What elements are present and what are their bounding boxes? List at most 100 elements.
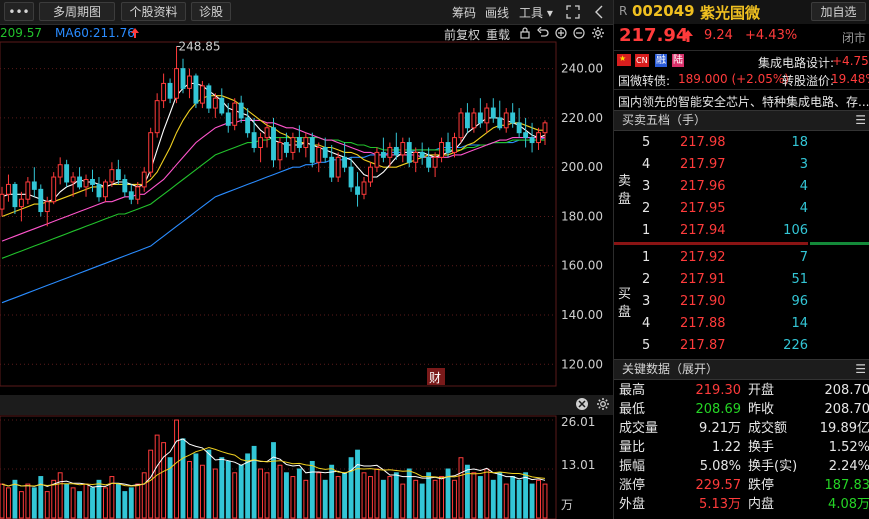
volume-unit: 万 [561, 498, 573, 512]
candle-body [212, 97, 218, 109]
sell-row[interactable]: 1 217.94 106 [614, 220, 869, 242]
zoom-out-icon[interactable] [573, 27, 585, 39]
kline-chart[interactable]: 240.00 220.00 200.00 180.00 160.00 140.00 120.… [0, 40, 613, 519]
multi-period-button[interactable]: 多周期图 [39, 2, 115, 21]
price-tick: 220.00 [561, 111, 603, 125]
forward-adjust-link[interactable]: 前复权 [444, 28, 481, 42]
diagnose-button[interactable]: 诊股 [191, 2, 231, 21]
order-price: 217.96 [680, 179, 726, 194]
sell-row[interactable]: 4 217.97 3 [614, 154, 869, 176]
candle-body [516, 122, 522, 134]
keydata-header[interactable]: 关键数据（展开） ☰ [614, 359, 869, 380]
settings-gear-icon[interactable] [591, 26, 605, 40]
keydata-value: 9.21万 [699, 421, 741, 436]
keydata-row: 最低 208.69 昨收 208.70 [614, 400, 869, 419]
candle-body [296, 137, 302, 148]
candle-body [102, 181, 108, 198]
candle-body [225, 112, 231, 126]
volume-bar [225, 460, 231, 519]
level: 4 [642, 316, 651, 331]
menu-icon[interactable]: ☰ [855, 113, 866, 127]
collapse-panel-icon[interactable] [594, 5, 604, 19]
candle [322, 137, 328, 163]
add-watchlist-button[interactable]: 加自选 [811, 2, 866, 21]
company-description[interactable]: 国内领先的智能安全芯片、特种集成电路、存... [614, 89, 869, 111]
volume-settings-icon[interactable] [597, 398, 609, 410]
keydata-title: 关键数据（展开） [622, 362, 719, 376]
tools-link[interactable]: 工具 ▾ [519, 4, 553, 21]
candle [335, 152, 341, 182]
premium-label: 转股溢价: [782, 74, 835, 88]
arrow-up-icon [131, 28, 139, 38]
order-price: 217.91 [680, 272, 726, 287]
candle-body [70, 176, 76, 183]
volume-bar [115, 483, 121, 519]
candle-body [542, 122, 548, 134]
price-tick: 240.00 [561, 62, 603, 76]
buy-row[interactable]: 1 217.92 7 [614, 247, 869, 269]
reload-link[interactable]: 重载 [486, 28, 511, 42]
candle-body [18, 198, 24, 208]
candle-body [90, 179, 95, 185]
volume-bar [342, 472, 348, 519]
stock-info-button[interactable]: 个股资料 [121, 2, 186, 21]
candle [212, 93, 218, 118]
volume-close-icon[interactable] [576, 398, 588, 410]
candle [368, 162, 373, 187]
candle-body [471, 112, 477, 129]
order-volume: 18 [791, 135, 808, 150]
buy-row[interactable]: 3 217.90 96 [614, 291, 869, 313]
candle-body [439, 142, 445, 158]
finance-badge[interactable] [427, 368, 445, 385]
candle [277, 137, 283, 170]
candle-body [490, 107, 496, 119]
order-price: 217.87 [680, 338, 726, 353]
buy-row[interactable]: 5 217.87 226 [614, 335, 869, 357]
volume-bar [251, 445, 257, 519]
more-button[interactable]: ••• [4, 2, 34, 21]
bond-label[interactable]: 国微转债: [618, 74, 671, 88]
chips-link[interactable]: 筹码 [452, 6, 477, 20]
connect-tag: 陆 [672, 54, 684, 67]
candle [141, 167, 147, 192]
volume-bar [368, 476, 373, 519]
undo-icon[interactable] [537, 27, 549, 39]
buy-row[interactable]: 2 217.91 51 [614, 269, 869, 291]
stock-name: 紫光国微 [700, 4, 761, 22]
candle-body [387, 146, 393, 158]
candle [90, 169, 95, 192]
level: 3 [642, 179, 651, 194]
keydata-label: 振幅 [619, 459, 646, 474]
keydata-label: 跌停 [748, 478, 775, 493]
keydata-row: 外盘 5.13万 内盘 4.08万 [614, 495, 869, 514]
menu-icon[interactable]: ☰ [855, 362, 866, 376]
candle-body [380, 151, 386, 158]
sell-row[interactable]: 5 217.98 18 [614, 132, 869, 154]
keydata-label: 内盘 [748, 497, 775, 512]
candle [96, 177, 102, 202]
volume-bar [12, 479, 18, 519]
volume-bar [503, 483, 509, 519]
fullscreen-icon[interactable] [566, 5, 580, 19]
candle-body [219, 97, 225, 114]
volume-bar [31, 487, 37, 519]
keydata-value: 219.30 [695, 383, 742, 398]
lock-icon[interactable] [519, 27, 531, 39]
zoom-in-icon[interactable] [555, 27, 567, 39]
volume-bar [238, 464, 244, 519]
sell-row[interactable]: 3 217.96 4 [614, 176, 869, 198]
draw-line-link[interactable]: 画线 [485, 6, 510, 20]
stock-code: 002049 [632, 2, 695, 20]
candle [529, 122, 535, 153]
candle-body [6, 183, 11, 195]
order-volume: 3 [799, 157, 808, 172]
buy-row[interactable]: 4 217.88 14 [614, 313, 869, 335]
sell-row[interactable]: 2 217.95 4 [614, 198, 869, 220]
volume-bar [174, 419, 179, 519]
candle [57, 157, 63, 185]
sector-label[interactable]: 集成电路设计: [758, 56, 835, 70]
volume-bar [309, 460, 315, 519]
candle-body [510, 112, 516, 124]
sell-label-1: 卖 [618, 174, 632, 189]
volume-bar [122, 491, 128, 519]
